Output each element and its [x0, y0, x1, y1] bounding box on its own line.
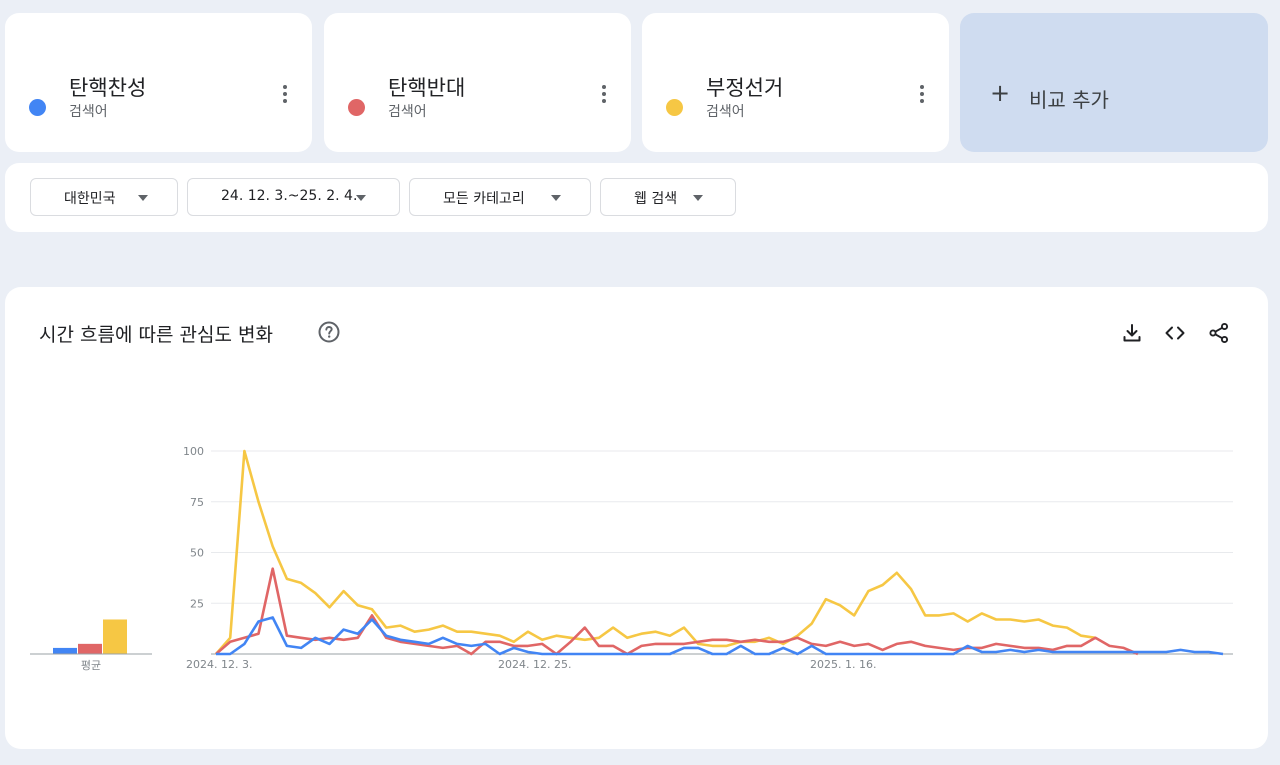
filter-bar: 대한민국 24. 12. 3.~25. 2. 4. 모든 카테고리 웹 검색 — [5, 163, 1268, 232]
y-tick-label: 50 — [190, 547, 204, 560]
series-line-부정선거 — [215, 449, 1096, 655]
x-tick-label: 2024. 12. 3. — [186, 658, 252, 671]
search-type-filter[interactable]: 웹 검색 — [600, 178, 736, 216]
category-filter[interactable]: 모든 카테고리 — [409, 178, 591, 216]
average-bar — [103, 619, 127, 654]
dropdown-arrow-icon — [138, 195, 148, 201]
x-tick-label: 2025. 1. 16. — [810, 658, 876, 671]
y-tick-label: 25 — [190, 597, 204, 610]
interest-over-time-card: 시간 흐름에 따른 관심도 변화 100 75 50 25 2024. 12. 3. 20… — [5, 287, 1268, 749]
add-compare-button[interactable]: + 비교 추가 — [960, 13, 1268, 152]
help-icon[interactable] — [318, 321, 340, 343]
more-vert-icon[interactable] — [919, 85, 925, 107]
term-color-dot — [666, 99, 683, 116]
dropdown-arrow-icon — [356, 195, 366, 201]
term-name[interactable]: 탄핵반대 — [388, 76, 466, 100]
search-type-filter-value: 웹 검색 — [634, 191, 678, 207]
series-line-탄핵반대 — [215, 567, 1139, 656]
term-name[interactable]: 탄핵찬성 — [69, 76, 147, 100]
average-bar — [53, 647, 77, 654]
add-compare-label: 비교 추가 — [1029, 88, 1109, 112]
y-tick-label: 100 — [183, 445, 204, 458]
term-type: 검색어 — [388, 104, 427, 120]
plus-icon: + — [990, 79, 1011, 107]
term-type: 검색어 — [69, 104, 108, 120]
term-color-dot — [348, 99, 365, 116]
series-line-탄핵찬성 — [216, 616, 1224, 656]
term-name[interactable]: 부정선거 — [706, 76, 784, 100]
y-tick-label: 75 — [190, 496, 204, 509]
category-filter-value: 모든 카테고리 — [443, 191, 525, 207]
date-range-filter-value: 24. 12. 3.~25. 2. 4. — [221, 188, 358, 204]
term-card-1[interactable]: 탄핵찬성 검색어 — [5, 13, 312, 152]
term-type: 검색어 — [706, 104, 745, 120]
dropdown-arrow-icon — [551, 195, 561, 201]
interest-chart: 100 75 50 25 2024. 12. 3. 2024. 12. 25. 2025. … — [30, 445, 1233, 672]
share-icon[interactable] — [1208, 322, 1230, 344]
term-card-2[interactable]: 탄핵반대 검색어 — [324, 13, 631, 152]
date-range-filter[interactable]: 24. 12. 3.~25. 2. 4. — [187, 178, 400, 216]
more-vert-icon[interactable] — [282, 85, 288, 107]
more-vert-icon[interactable] — [601, 85, 607, 107]
embed-icon[interactable] — [1164, 322, 1186, 344]
region-filter[interactable]: 대한민국 — [30, 178, 178, 216]
average-label: 평균 — [81, 659, 101, 672]
dropdown-arrow-icon — [693, 195, 703, 201]
term-color-dot — [29, 99, 46, 116]
x-tick-label: 2024. 12. 25. — [498, 658, 571, 671]
chart-title: 시간 흐름에 따른 관심도 변화 — [39, 324, 273, 346]
region-filter-value: 대한민국 — [64, 191, 116, 207]
download-icon[interactable] — [1121, 322, 1143, 344]
term-card-3[interactable]: 부정선거 검색어 — [642, 13, 949, 152]
average-bar — [78, 643, 102, 654]
